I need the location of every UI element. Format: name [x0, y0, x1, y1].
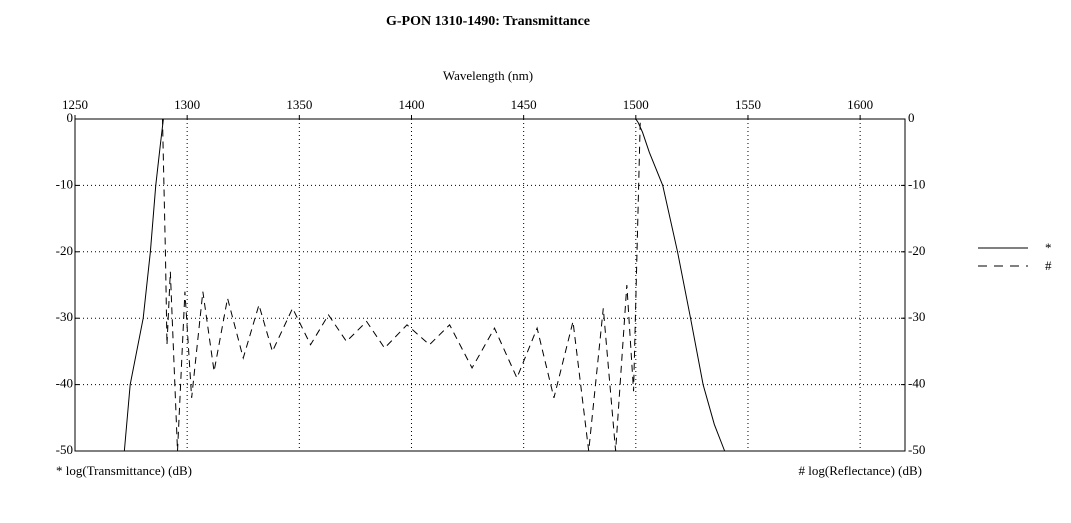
y-axis-label: * log(Transmittance) (dB): [56, 463, 192, 478]
y2-tick-label: -10: [908, 176, 925, 191]
y-tick-label: -30: [56, 309, 73, 324]
y2-tick-label: -50: [908, 442, 925, 457]
series-line: [149, 118, 658, 452]
y2-axis-label: # log(Reflectance) (dB): [799, 463, 922, 478]
y2-tick-label: 0: [908, 110, 915, 125]
x-tick-label: 1600: [847, 97, 873, 112]
x-tick-label: 1450: [511, 97, 537, 112]
legend-label: *: [1045, 240, 1052, 255]
y-tick-label: -20: [56, 243, 73, 258]
plot-frame: [74, 118, 906, 452]
y2-tick-label: -40: [908, 376, 925, 391]
x-tick-label: 1550: [735, 97, 761, 112]
x-tick-label: 1300: [174, 97, 200, 112]
y2-tick-label: -30: [908, 309, 925, 324]
x-tick-label: 1400: [398, 97, 424, 112]
series-line: [123, 118, 726, 452]
y-tick-label: -40: [56, 376, 73, 391]
y-tick-label: 0: [67, 110, 74, 125]
legend-label: #: [1045, 258, 1052, 273]
y-tick-label: -50: [56, 442, 73, 457]
x-tick-label: 1500: [623, 97, 649, 112]
y-tick-label: -10: [56, 176, 73, 191]
chart-title: G-PON 1310-1490: Transmittance: [386, 14, 590, 29]
x-tick-label: 1350: [286, 97, 312, 112]
x-axis-label: Wavelength (nm): [443, 68, 533, 83]
y2-tick-label: -20: [908, 243, 925, 258]
x-tick-label: 1250: [62, 97, 88, 112]
